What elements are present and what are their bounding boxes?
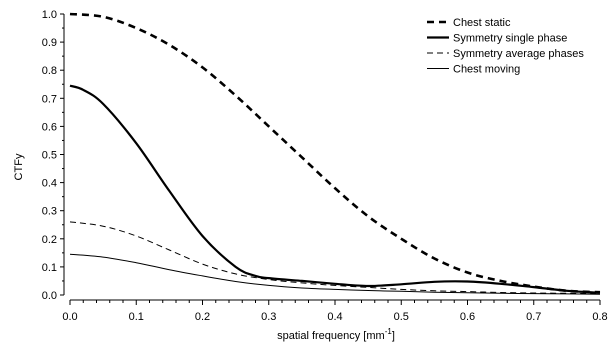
x-axis-title: spatial frequency [mm-1] [277,327,395,342]
legend-label-2: Symmetry single phase [453,33,567,45]
y-tick-label: 0.8 [42,65,57,77]
x-tick-label: 0.2 [195,311,210,323]
legend-label-4: Chest moving [453,64,520,76]
y-tick-label: 0.4 [42,178,57,190]
y-tick-label: 0.2 [42,234,57,246]
y-axis: 0.0 0.1 0.2 0.3 0.4 0.5 0.6 0.7 0.8 0.9 1.0 [42,9,65,302]
x-tick-label: 0.7 [526,311,541,323]
legend: Chest static Symmetry single phase Symmetr… [427,17,584,76]
legend-label-1: Chest static [453,17,511,29]
y-axis-title: CTFy [13,153,25,180]
series-line-1 [69,12,601,294]
x-tick-label: 0.6 [460,311,475,323]
series-layer [69,12,601,295]
x-tick-label: 0.4 [327,311,342,323]
x-tick-label: 0.0 [62,311,77,323]
y-tick-label: 1.0 [42,9,57,21]
y-tick-label: 0.6 [42,121,57,133]
x-tick-label: 0.3 [261,311,276,323]
x-axis: 0.0 0.1 0.2 0.3 0.4 0.5 0.6 0.7 0.8 [62,299,608,323]
y-tick-label: 0.0 [42,290,57,302]
x-tick-label: 0.5 [394,311,409,323]
series-line-3 [69,221,601,295]
y-tick-label: 0.9 [42,37,57,49]
series-line-4 [69,253,601,295]
series-line-2 [69,84,601,294]
y-tick-label: 0.7 [42,93,57,105]
y-tick-label: 0.5 [42,150,57,162]
y-tick-label: 0.3 [42,206,57,218]
x-axis-title-exponent: -1 [385,327,393,336]
x-tick-label: 0.8 [592,311,607,323]
y-tick-label: 0.1 [42,262,57,274]
x-tick-label: 0.1 [129,311,144,323]
x-axis-title-suffix: ] [392,330,395,342]
legend-label-3: Symmetry average phases [453,48,584,60]
x-axis-title-prefix: spatial frequency [mm [277,330,385,342]
